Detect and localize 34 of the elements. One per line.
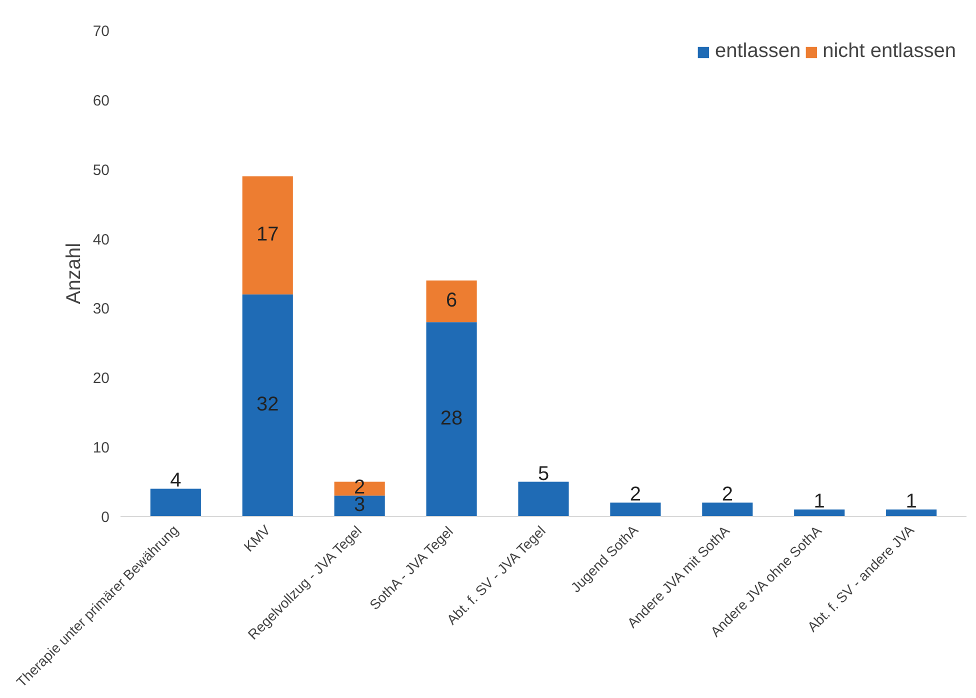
y-tick-label: 60 <box>92 92 110 110</box>
bar <box>242 176 293 294</box>
y-tick-label: 30 <box>92 300 110 318</box>
data-label: 28 <box>440 407 463 430</box>
bar <box>702 502 753 516</box>
data-label: 2 <box>630 484 642 506</box>
y-axis-title: Anzahl <box>62 242 85 304</box>
bar <box>426 280 477 322</box>
y-tick-label: 40 <box>92 231 110 248</box>
data-label: 32 <box>256 393 279 416</box>
bar <box>426 322 477 516</box>
data-label: 17 <box>256 223 279 246</box>
y-tick-label: 70 <box>92 23 110 40</box>
data-label: 1 <box>906 490 917 513</box>
bar <box>610 502 661 516</box>
y-tick-label: 20 <box>92 370 110 388</box>
y-tick-label: 10 <box>92 440 110 457</box>
bar <box>150 488 201 516</box>
y-tick-label: 0 <box>101 509 110 526</box>
data-label: 2 <box>722 484 733 506</box>
y-tick-label: 50 <box>92 162 110 179</box>
data-label: 3 <box>354 494 366 516</box>
data-label: 4 <box>170 470 182 492</box>
bar <box>886 510 937 516</box>
bar <box>518 482 569 516</box>
bar <box>242 294 293 516</box>
bar <box>334 482 385 496</box>
legend-label: nicht entlassen <box>822 40 956 63</box>
bar <box>334 496 385 516</box>
data-label: 6 <box>446 289 458 312</box>
data-label: 5 <box>538 462 550 485</box>
bar <box>794 510 845 516</box>
legend-label: entlassen <box>714 40 801 63</box>
data-label: 1 <box>814 490 825 513</box>
